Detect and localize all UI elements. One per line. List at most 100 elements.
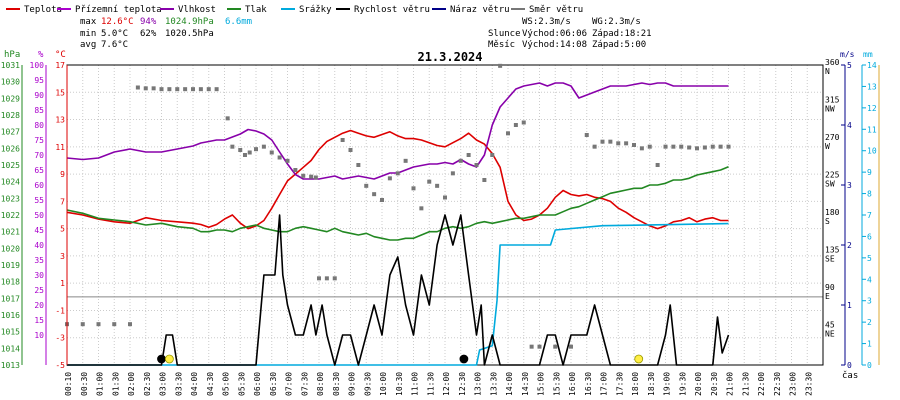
temp-tick: -1 <box>55 306 65 315</box>
pct-tick: 55 <box>34 196 44 205</box>
dir-tick: 90 <box>825 283 835 292</box>
wind-dir-point <box>356 163 361 167</box>
wind-dir-point <box>616 141 621 146</box>
dir-tick: 360 <box>825 58 840 67</box>
chart-legend: Teplota Přízemní teplota Vlhkost Tlak Srážky… <box>6 5 583 15</box>
wind-dir-point <box>96 322 101 327</box>
x-tick: 03:30 <box>174 372 183 396</box>
stats-moonset: Západ:5:00 <box>592 40 646 50</box>
dir-tick: 45 <box>825 321 835 330</box>
wind-dir-point <box>332 276 337 281</box>
x-tick: 02:30 <box>143 372 152 396</box>
wind-dir-point <box>726 144 731 149</box>
legend-label: Srážky <box>299 5 332 15</box>
x-tick: 14:00 <box>505 372 514 396</box>
dir-tick: 135 <box>825 246 840 255</box>
x-tick: 06:30 <box>269 372 278 396</box>
temp-tick: 7 <box>60 197 65 206</box>
stats-min-label: min <box>80 29 96 39</box>
series-tlak <box>66 165 729 241</box>
stats-max-hum: 94% <box>140 17 157 27</box>
pct-tick: 60 <box>34 181 44 190</box>
moonrise-marker <box>459 354 469 364</box>
wind-dir-point <box>242 153 247 157</box>
x-tick: 20:30 <box>710 372 719 396</box>
hpa-tick: 1028 <box>1 111 20 120</box>
wind-dir-point <box>128 322 132 327</box>
wind-dir-point <box>600 139 605 144</box>
hpa-tick: 1031 <box>1 61 20 70</box>
x-tick: 00:10 <box>64 372 73 396</box>
wind-dir-point <box>238 148 243 152</box>
x-tick: 18:30 <box>647 372 656 396</box>
pct-tick: 30 <box>34 271 44 280</box>
x-tick: 16:00 <box>568 372 577 396</box>
legend-label: Vlhkost <box>178 5 216 15</box>
sun-marker <box>164 354 174 364</box>
wind-dir-point <box>482 178 487 182</box>
x-tick: 12:00 <box>442 372 451 396</box>
x-tick: 00:30 <box>80 372 89 396</box>
chart-title: 21.3.2024 <box>417 50 482 64</box>
x-tick: 01:00 <box>96 372 105 396</box>
wind-dir-point <box>427 179 432 184</box>
wind-dir-point <box>301 173 306 178</box>
wind-dir-point <box>206 87 211 92</box>
wind-dir-point <box>411 186 416 191</box>
x-tick: 21:00 <box>726 372 735 396</box>
x-tick: 21:30 <box>741 372 750 396</box>
pct-tick: 40 <box>34 241 44 250</box>
mm-tick: 14 <box>867 61 877 70</box>
series-teplota <box>66 129 729 230</box>
wind-dir-point <box>474 163 479 167</box>
x-tick: 20:00 <box>694 372 703 396</box>
mm-tick: 12 <box>867 104 877 113</box>
x-tick: 22:30 <box>773 372 782 396</box>
legend-label: Přízemní teplota <box>75 5 162 15</box>
hpa-tick: 1021 <box>1 228 20 237</box>
x-axis-label: čas <box>842 370 858 381</box>
dir-label: SE <box>825 255 835 264</box>
stats-min-hum: 62% <box>140 29 157 39</box>
hpa-tick: 1030 <box>1 78 20 87</box>
wind-dir-point <box>387 176 392 181</box>
wind-dir-point <box>324 276 329 281</box>
ms-tick: 3 <box>847 181 852 190</box>
x-tick: 15:00 <box>537 372 546 396</box>
wind-dir-point <box>584 133 589 137</box>
wind-dir-point <box>569 344 573 349</box>
wind-dir-point <box>529 344 534 349</box>
hpa-tick: 1022 <box>1 211 20 220</box>
wind-dir-point <box>521 120 526 125</box>
sunrise-marker <box>157 354 166 364</box>
pct-tick: 45 <box>34 226 44 235</box>
stats-moonrise: Východ:14:08 <box>522 40 587 50</box>
stats-ws: WS:2.3m/s <box>522 17 571 27</box>
wind-dir-point <box>498 63 503 68</box>
mm-tick: 1 <box>867 340 872 349</box>
wind-dir-point <box>671 144 676 149</box>
wind-dir-point <box>380 198 384 202</box>
hpa-tick: 1018 <box>1 278 20 287</box>
wind-dir-point <box>655 163 660 167</box>
pct-tick: 20 <box>34 301 44 310</box>
mm-tick: 13 <box>867 82 877 91</box>
wind-dir-point <box>293 168 298 172</box>
stats-sun-label: Slunce <box>488 29 521 39</box>
dir-label: N <box>825 67 830 76</box>
pct-tick: 65 <box>34 166 44 175</box>
hpa-tick: 1013 <box>1 361 20 370</box>
hpa-tick: 1027 <box>1 128 20 137</box>
wind-dir-point <box>647 144 652 149</box>
wind-dir-point <box>702 145 707 150</box>
temp-unit: °C <box>55 50 66 60</box>
wind-dir-point <box>159 87 164 92</box>
hpa-tick: 1019 <box>1 261 20 270</box>
wind-dir-point <box>151 86 156 91</box>
x-tick: 06:00 <box>253 372 262 396</box>
x-tick: 19:30 <box>678 372 687 396</box>
wind-dir-point <box>466 153 471 157</box>
wind-dir-point <box>718 144 723 149</box>
wind-dir-point <box>143 86 148 91</box>
plot-area <box>65 63 731 366</box>
